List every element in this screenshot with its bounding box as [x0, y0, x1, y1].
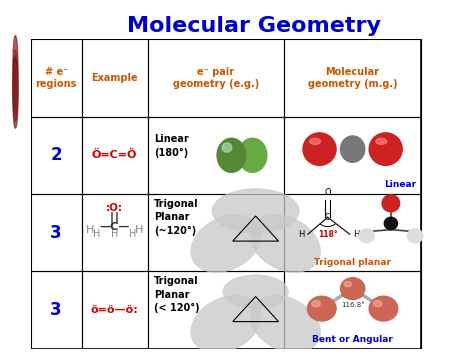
Text: Trigonal
Planar
(< 120°): Trigonal Planar (< 120°): [154, 276, 200, 313]
Text: e⁻ pair
geometry (e.g.): e⁻ pair geometry (e.g.): [173, 67, 259, 89]
Ellipse shape: [217, 138, 246, 172]
Text: 2: 2: [50, 146, 62, 164]
Ellipse shape: [382, 195, 400, 212]
Ellipse shape: [310, 138, 320, 145]
Text: # e⁻
regions: # e⁻ regions: [36, 67, 77, 89]
Circle shape: [13, 71, 18, 128]
Ellipse shape: [384, 217, 398, 230]
Circle shape: [13, 64, 18, 121]
Bar: [284, 39, 421, 116]
Bar: [82, 194, 147, 271]
Ellipse shape: [369, 133, 402, 166]
Bar: [147, 194, 284, 271]
Ellipse shape: [238, 138, 267, 172]
Text: :O:: :O:: [106, 203, 123, 213]
Text: 3: 3: [50, 301, 62, 319]
Circle shape: [13, 36, 18, 93]
Text: H: H: [93, 229, 100, 239]
Ellipse shape: [250, 295, 320, 353]
Ellipse shape: [212, 189, 299, 233]
Bar: [82, 271, 147, 349]
Text: Chemical Thinking: Chemical Thinking: [11, 184, 20, 278]
Ellipse shape: [407, 229, 423, 243]
Text: H: H: [298, 230, 304, 239]
Ellipse shape: [359, 229, 374, 243]
Ellipse shape: [191, 215, 261, 272]
Text: H: H: [128, 229, 136, 239]
Ellipse shape: [223, 275, 288, 308]
Bar: [31, 271, 82, 349]
Circle shape: [13, 57, 18, 114]
Text: Molecular
geometry (m.g.): Molecular geometry (m.g.): [308, 67, 397, 89]
Bar: [284, 271, 421, 349]
Text: Molecular Geometry: Molecular Geometry: [127, 16, 381, 36]
Text: —C—: —C—: [100, 221, 130, 231]
Text: 118°: 118°: [318, 230, 337, 239]
Ellipse shape: [344, 282, 351, 287]
Text: Ö=C=Ö: Ö=C=Ö: [92, 150, 137, 160]
Bar: [147, 271, 284, 349]
Text: Trigonal planar: Trigonal planar: [314, 258, 391, 267]
Bar: [284, 194, 421, 271]
Text: Linear
(180°): Linear (180°): [154, 134, 189, 158]
Circle shape: [13, 50, 18, 107]
Text: Bent or Angular: Bent or Angular: [312, 335, 393, 344]
Ellipse shape: [308, 296, 336, 321]
Bar: [31, 194, 82, 271]
Bar: [284, 116, 421, 194]
Ellipse shape: [250, 215, 320, 272]
Ellipse shape: [191, 295, 261, 353]
Ellipse shape: [340, 278, 365, 299]
Bar: [147, 116, 284, 194]
Text: ö=ö—ö:: ö=ö—ö:: [91, 305, 138, 315]
Ellipse shape: [374, 300, 382, 307]
Ellipse shape: [312, 300, 320, 307]
Text: O: O: [324, 188, 331, 197]
Bar: [31, 39, 82, 116]
Bar: [31, 116, 82, 194]
Ellipse shape: [376, 138, 387, 145]
Text: Trigonal
Planar
(~120°): Trigonal Planar (~120°): [154, 199, 199, 236]
Ellipse shape: [369, 296, 398, 321]
Bar: [82, 39, 147, 116]
Text: H: H: [353, 230, 360, 239]
Text: 116.8°: 116.8°: [341, 302, 365, 308]
Ellipse shape: [303, 133, 336, 166]
Ellipse shape: [340, 136, 365, 162]
Text: Linear: Linear: [384, 180, 417, 189]
Text: H: H: [135, 225, 143, 235]
Text: C: C: [325, 213, 330, 222]
Text: H: H: [86, 225, 94, 235]
Text: Example: Example: [91, 73, 138, 83]
Bar: [147, 39, 284, 116]
Text: H: H: [111, 229, 118, 239]
Ellipse shape: [222, 143, 232, 152]
Bar: [82, 116, 147, 194]
Text: 3: 3: [50, 224, 62, 242]
Bar: [31, 39, 421, 349]
